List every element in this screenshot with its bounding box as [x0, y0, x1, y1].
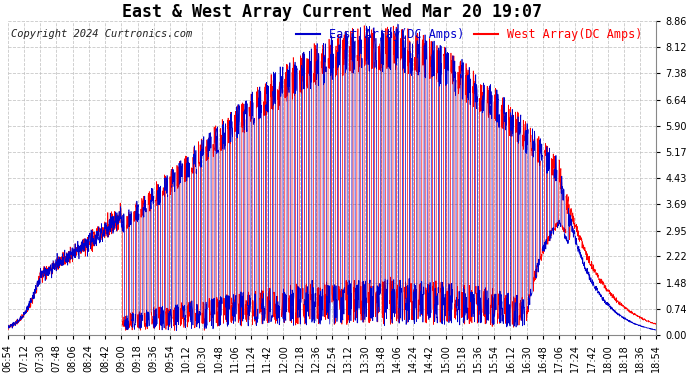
Title: East & West Array Current Wed Mar 20 19:07: East & West Array Current Wed Mar 20 19:… [122, 3, 542, 21]
Text: Copyright 2024 Curtronics.com: Copyright 2024 Curtronics.com [11, 29, 193, 39]
Legend: East Array(DC Amps), West Array(DC Amps): East Array(DC Amps), West Array(DC Amps) [292, 24, 647, 46]
